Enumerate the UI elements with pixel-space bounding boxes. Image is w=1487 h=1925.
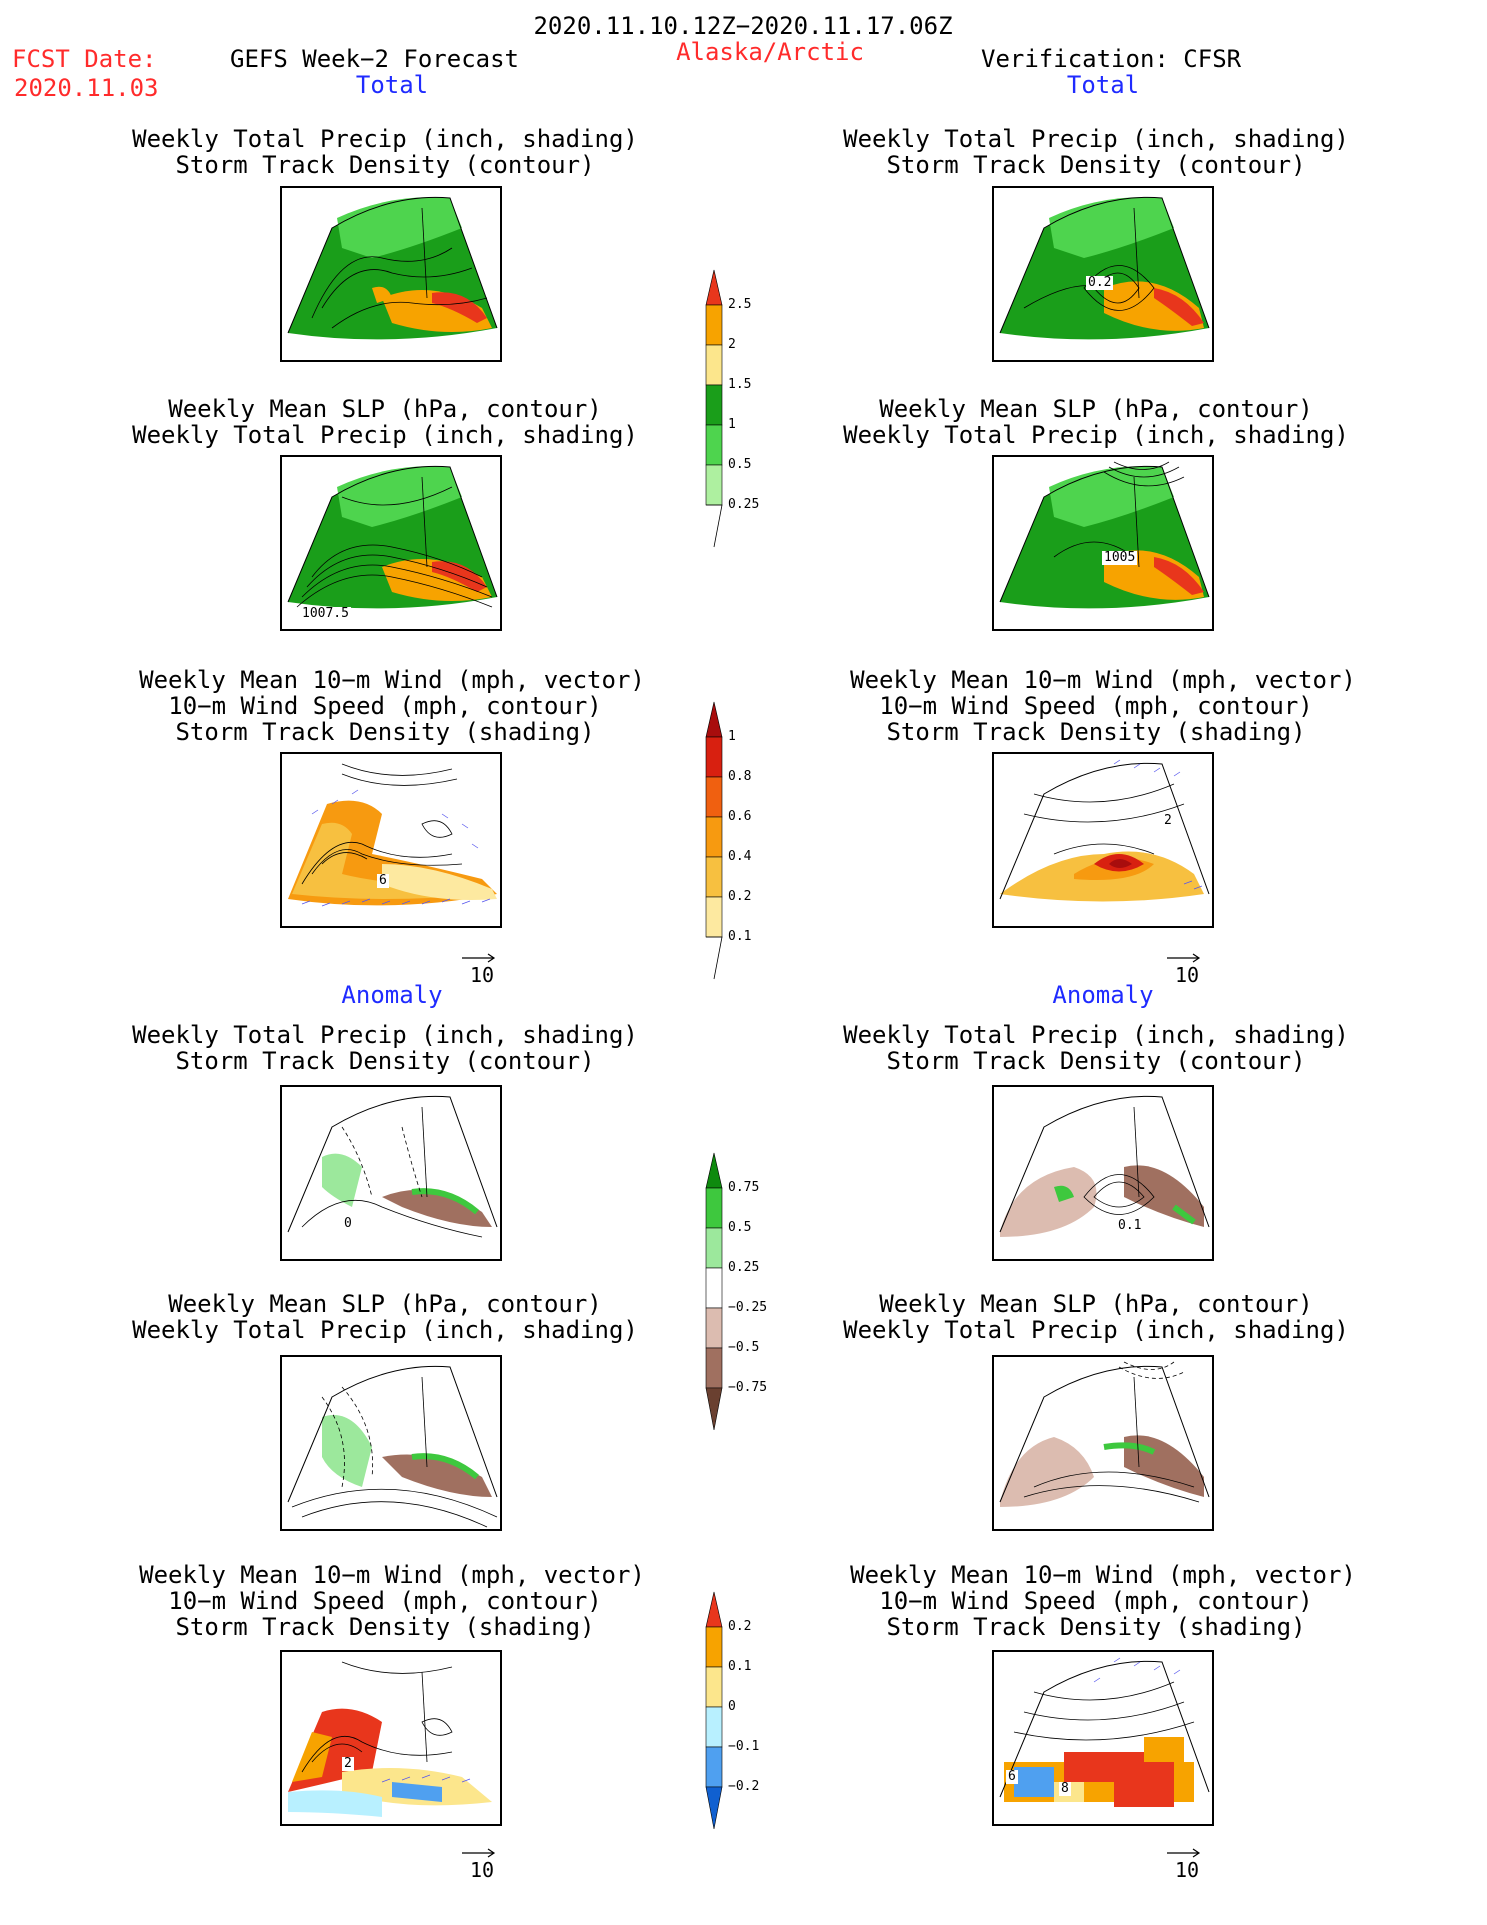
map-obs-anom-precip: 0.1: [992, 1085, 1214, 1261]
period-title: 2020.11.10.12Z−2020.11.17.06Z: [533, 12, 953, 40]
section-total-right: Total: [1066, 71, 1140, 99]
colorbar-anom-track-tick: 0.2: [728, 1619, 752, 1634]
section-anomaly-left: Anomaly: [341, 981, 443, 1009]
fcst-date: 2020.11.03: [14, 74, 159, 102]
panel-label: 6: [1006, 1769, 1018, 1785]
panel-label: 1005: [1102, 550, 1138, 566]
colorbar-anom-precip-tick: 0.5: [728, 1220, 752, 1235]
panel-label: 0: [342, 1216, 354, 1232]
colorbar-track-tick: 1: [728, 729, 736, 744]
colorbar-precip-tick: 2: [728, 337, 736, 352]
region-title: Alaska/Arctic: [676, 38, 864, 66]
forecast-title: GEFS Week−2 Forecast: [230, 45, 519, 73]
map-fc-total-precip: [280, 186, 502, 362]
colorbar-precip-tick: 1.5: [728, 377, 752, 392]
map-obs-anom-slp: [992, 1355, 1214, 1531]
colorbar-precip-tick: 0.5: [728, 457, 752, 472]
verification-title: Verification: CFSR: [981, 45, 1242, 73]
colorbar-anom-precip-tick: 0.75: [728, 1180, 760, 1195]
colorbar-anom-track-tick: −0.2: [728, 1779, 760, 1794]
panel-label: 8: [1059, 1781, 1071, 1797]
colorbar-track-tick: 0.1: [728, 929, 752, 944]
colorbar-anom-track-tick: 0: [728, 1699, 736, 1714]
panel-label: 0.1: [1116, 1218, 1144, 1234]
section-total-left: Total: [355, 71, 429, 99]
vector-reference: 10: [460, 1847, 520, 1887]
colorbar-anom-precip: 0.75 0.5 0.25 −0.25 −0.5 −0.75: [700, 1148, 767, 1442]
vector-reference: 10: [460, 952, 520, 992]
map-fc-anom-precip: 0: [280, 1085, 502, 1261]
colorbar-precip: 2.5 2 1.5 1 0.5 0.25: [700, 265, 760, 559]
colorbar-anom-track: 0.2 0.1 0 −0.1 −0.2: [700, 1587, 760, 1851]
panel-label: 2: [1162, 813, 1174, 829]
panel-label: 2: [342, 1756, 354, 1772]
colorbar-anom-track-tick: −0.1: [728, 1739, 760, 1754]
colorbar-precip-tick: 0.25: [728, 497, 760, 512]
colorbar-anom-precip-tick: −0.25: [728, 1300, 768, 1315]
map-obs-total-slp: 1005: [992, 455, 1214, 631]
map-fc-anom-wind: 2: [280, 1650, 502, 1826]
panel-label: 0.2: [1086, 275, 1114, 291]
colorbar-track-tick: 0.4: [728, 849, 752, 864]
colorbar-anom-track-tick: 0.1: [728, 1659, 752, 1674]
colorbar-track-density: 1 0.8 0.6 0.4 0.2 0.1: [700, 697, 760, 991]
colorbar-track-tick: 0.2: [728, 889, 752, 904]
map-fc-total-wind: 6: [280, 752, 502, 928]
colorbar-anom-precip-tick: −0.75: [728, 1380, 768, 1395]
map-obs-total-precip: 0.2: [992, 186, 1214, 362]
colorbar-track-tick: 0.6: [728, 809, 752, 824]
map-obs-total-wind: 2: [992, 752, 1214, 928]
panel-label: 1007.5: [300, 606, 351, 622]
map-fc-total-slp: 1007.5: [280, 455, 502, 631]
panel-label: 6: [377, 873, 389, 889]
colorbar-anom-precip-tick: 0.25: [728, 1260, 760, 1275]
map-obs-anom-wind: 6 8: [992, 1650, 1214, 1826]
fcst-date-label: FCST Date:: [12, 45, 157, 73]
colorbar-precip-tick: 1: [728, 417, 736, 432]
section-anomaly-right: Anomaly: [1052, 981, 1154, 1009]
vector-reference: 10: [1165, 1847, 1225, 1887]
vector-reference: 10: [1165, 952, 1225, 992]
map-fc-anom-slp: [280, 1355, 502, 1531]
colorbar-track-tick: 0.8: [728, 769, 752, 784]
colorbar-precip-tick: 2.5: [728, 297, 752, 312]
colorbar-anom-precip-tick: −0.5: [728, 1340, 760, 1355]
